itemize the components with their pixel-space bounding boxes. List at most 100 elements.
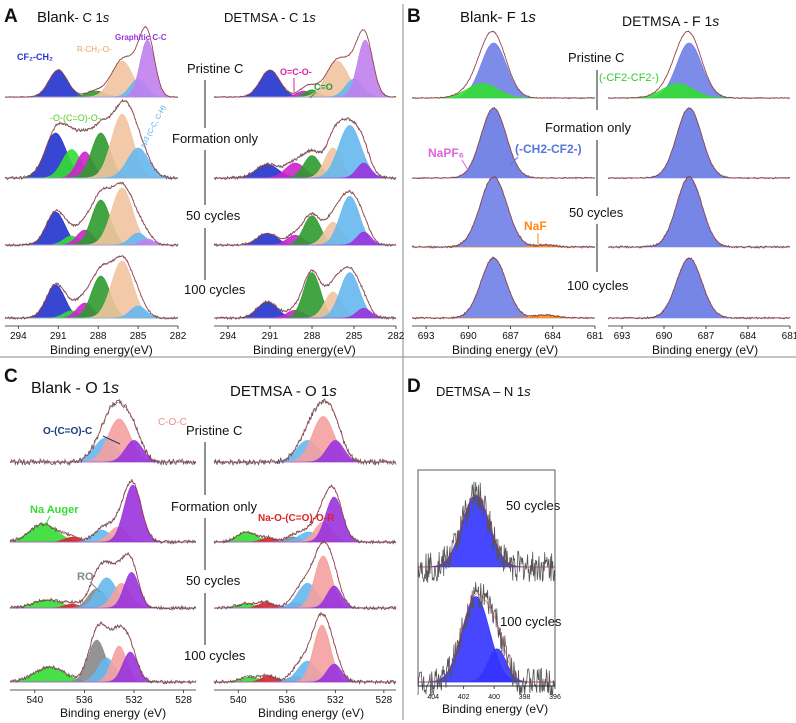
axis-b-left-tick-label-3: 684 — [544, 331, 561, 342]
panel-letter-c: C — [4, 366, 18, 387]
row-label-c-formation: Formation only — [171, 499, 257, 514]
row-label-a-formation: Formation only — [172, 131, 258, 146]
spec-b-blank-pristine-fit — [412, 31, 595, 99]
annot-b-naf: NaF — [524, 219, 547, 233]
spec-b-blank-50-peak-0 — [412, 176, 595, 248]
spec-b-detmsa-formation-peak-0 — [608, 107, 790, 179]
spec-a-blank-100-peak-5 — [5, 305, 178, 319]
axis-a-left-tick-label-3: 285 — [130, 331, 147, 342]
axis-c-left-tick-label-2: 532 — [126, 695, 143, 706]
annot-b-napf6: NaPF₆ — [428, 146, 464, 160]
spec-b-detmsa-100-fit — [608, 257, 790, 319]
arrow-b-ch2cf2 — [509, 156, 519, 166]
spec-b-blank-formation-fit — [412, 107, 595, 179]
axis-b-left-tick-label-4: 681 — [587, 331, 604, 342]
axis-c-left-tick-label-0: 540 — [26, 695, 43, 706]
axis-a-right-tick-label-0: 294 — [220, 331, 237, 342]
spec-d-50-fit — [418, 494, 555, 568]
annot-b-cf2cf2: (-CF2-CF2-) — [599, 72, 659, 84]
spec-c-detmsa-100-envelope — [213, 611, 397, 686]
spec-c-detmsa-50-fit — [214, 541, 396, 609]
panel-b-title-blank: Blank- F 1s — [460, 9, 536, 26]
spec-c-detmsa-100-fit — [214, 613, 396, 683]
spec-c-blank-100-fit — [9, 623, 196, 683]
spec-b-detmsa-50-peak-0 — [608, 176, 790, 248]
annot-a-graphitic: Graphitic C-C — [115, 33, 167, 42]
axis-a-left-tick-label-2: 288 — [90, 331, 107, 342]
axis-c-right-tick-label-2: 532 — [327, 695, 344, 706]
row-label-d-100: 100 cycles — [500, 614, 562, 629]
axis-d-tick-label-4: 396 — [549, 694, 561, 701]
axis-a-left-tick-label-4: 282 — [170, 331, 187, 342]
axis-c-right-tick-label-0: 540 — [230, 695, 247, 706]
xlabel-a-right: Binding energy(eV) — [253, 343, 356, 357]
row-label-b-pristine: Pristine C — [568, 50, 624, 65]
panel-letter-a: A — [4, 6, 18, 27]
panel-c-title-blank: Blank - O 1s — [31, 380, 119, 397]
axis-a-left-tick-label-0: 294 — [10, 331, 27, 342]
spec-b-blank-100-fit — [412, 257, 595, 319]
annot-b-ch2cf2: (-CH2-CF2-) — [515, 142, 582, 156]
spec-c-detmsa-pristine-envelope — [213, 398, 397, 466]
spec-a-detmsa-50-fit — [214, 190, 396, 246]
row-label-b-50: 50 cycles — [569, 205, 624, 220]
annot-a-co: C=O — [314, 82, 333, 92]
arrow-c-ro — [89, 581, 101, 593]
axis-a-right-tick-label-3: 285 — [346, 331, 363, 342]
annot-c-ococ: O-(C=O)-C — [43, 426, 92, 437]
spec-b-detmsa-pristine-fit — [608, 31, 790, 99]
xlabel-c-right: Binding energy (eV) — [258, 706, 364, 720]
axes-layer: 294 291 288 285 282 294 291 288 285 282 693 690 687 6… — [5, 325, 796, 706]
spec-c-blank-50-fit — [9, 553, 196, 609]
spec-c-blank-50-envelope — [9, 552, 197, 611]
axis-a-right-tick-label-2: 288 — [304, 331, 321, 342]
spec-a-blank-100-peak-3 — [5, 275, 178, 319]
axis-c-left-tick-label-1: 536 — [76, 695, 93, 706]
annot-a-cf2: CF₂-CH₂ — [17, 52, 53, 62]
annot-c-ro: RO — [77, 571, 94, 583]
spec-c-detmsa-formation-fit — [213, 485, 396, 543]
axis-b-left-tick-label-1: 690 — [460, 331, 477, 342]
spec-a-blank-formation-envelope — [4, 98, 179, 181]
panel-d-title: DETMSA – N 1s — [436, 384, 531, 399]
axis-a-right-tick-label-4: 282 — [388, 331, 405, 342]
annot-c-coc: C-O-C — [158, 417, 187, 428]
arrow-a-co — [309, 91, 317, 99]
spec-a-blank-formation-fit — [5, 100, 178, 179]
axis-a-left-tick-label-1: 291 — [50, 331, 67, 342]
axis-d-tick-label-1: 402 — [458, 694, 470, 701]
axis-b-left-tick-label-2: 687 — [502, 331, 519, 342]
spec-a-detmsa-formation-peak-5 — [214, 162, 396, 179]
annot-c-naauger: Na Auger — [30, 504, 79, 516]
row-label-d-50: 50 cycles — [506, 498, 561, 513]
spec-d-100-fit — [418, 593, 555, 683]
spec-d-100-envelope — [417, 582, 556, 696]
annot-a-oco-o: -O-(C=O)-O- — [50, 113, 101, 123]
xlabel-d: Binding energy (eV) — [442, 702, 548, 716]
spec-a-detmsa-pristine-peak-5 — [214, 39, 396, 98]
xlabel-a-left: Binding energy(eV) — [50, 343, 153, 357]
spec-a-detmsa-formation-fit — [214, 118, 396, 179]
xlabel-b-right: Binding energy (eV) — [652, 343, 758, 357]
spec-a-blank-100-fit — [5, 255, 178, 319]
row-label-c-100: 100 cycles — [184, 648, 246, 663]
spec-a-blank-formation-peak-5 — [5, 147, 178, 179]
panel-a-title-blank: Blank- C 1s — [37, 9, 110, 26]
spec-c-blank-pristine-fit — [10, 401, 196, 463]
annot-a-oco: O=C-O- — [280, 67, 312, 77]
panel-a-title-detmsa: DETMSA - C 1s — [224, 10, 316, 25]
panel-c-title-detmsa: DETMSA - O 1s — [230, 383, 337, 400]
arrow-c-ococ — [102, 435, 121, 445]
axis-c-right-tick-label-1: 536 — [278, 695, 295, 706]
spec-a-detmsa-100-fit — [214, 266, 396, 319]
annot-a-rch2o: R-CH₂-O- — [77, 45, 112, 54]
axis-d-tick-label-0: 404 — [427, 694, 439, 701]
arrow-c-naauger — [44, 515, 51, 527]
axis-b-right-tick-label-0: 693 — [614, 331, 631, 342]
spec-a-detmsa-100-envelope — [213, 265, 397, 321]
panel-letter-d: D — [407, 376, 421, 397]
spec-c-detmsa-formation-envelope — [213, 484, 397, 545]
axis-a-right-tick-label-1: 291 — [262, 331, 279, 342]
spec-c-blank-formation-fit — [9, 480, 196, 543]
spec-b-detmsa-formation-fit — [608, 107, 790, 179]
